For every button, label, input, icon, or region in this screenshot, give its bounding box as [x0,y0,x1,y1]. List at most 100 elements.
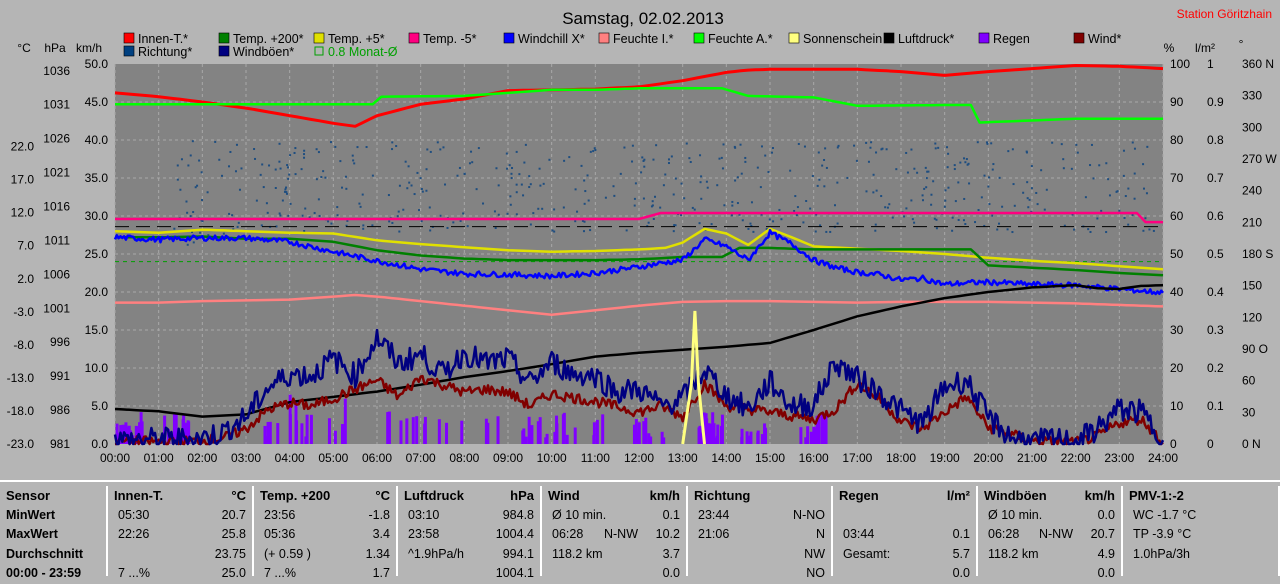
richtung-point [562,206,565,209]
tick-kmh: 20.0 [85,285,109,299]
richtung-point [582,230,585,233]
richtung-point [466,225,469,228]
rain-bar [399,420,403,444]
richtung-point [407,165,410,168]
richtung-point [937,146,940,149]
richtung-point [196,184,199,187]
richtung-point [279,167,282,170]
richtung-point [444,183,447,186]
richtung-point [612,185,615,188]
richtung-point [289,154,292,157]
legend-swatch [788,32,800,44]
richtung-point [772,220,775,223]
richtung-point [362,224,365,227]
richtung-point [869,146,872,149]
richtung-point [322,170,325,173]
richtung-point [515,150,518,153]
richtung-point [699,154,702,157]
richtung-point [391,148,394,151]
legend-swatch [1073,32,1085,44]
series-line [115,293,1164,317]
stats-column-header: Luftdruck hPa [404,488,534,503]
richtung-point [408,181,411,184]
rain-bar [538,417,542,444]
stats-row: 1.0hPa/3h [1133,546,1190,561]
weather-chart: Samstag, 02.02.2013 Station Göritzhain I… [6,7,1278,465]
richtung-point [886,206,889,209]
rain-bar [263,425,267,444]
richtung-point [986,142,989,145]
richtung-point [953,168,956,171]
tick-hpa: 1031 [43,98,70,112]
rain-bar [415,416,419,444]
richtung-point [341,186,344,189]
legend-label: Richtung* [138,45,192,59]
legend-swatch [978,32,990,44]
tick-pct: 60 [1170,209,1184,223]
tick-rain: 0 [1207,437,1214,451]
richtung-point [293,151,296,154]
richtung-point [278,212,281,215]
tick-time: 08:00 [449,451,479,465]
richtung-point [760,213,763,216]
tick-temp: -13.0 [7,371,35,385]
tick-time: 12:00 [624,451,654,465]
richtung-point [265,202,268,205]
series-line [113,228,1164,296]
richtung-point [186,243,189,246]
rain-bar [814,434,818,444]
richtung-point [200,219,203,222]
richtung-point [935,218,938,221]
richtung-point [275,225,278,228]
rain-bar [707,423,711,444]
richtung-point [361,193,364,196]
rain-bar [806,426,810,444]
richtung-point [659,206,662,209]
richtung-point [200,171,203,174]
tick-rain: 0.8 [1207,133,1224,147]
richtung-point [768,218,771,221]
label-min: MinWert [6,507,56,522]
richtung-point [327,220,330,223]
rain-bar [748,435,752,444]
richtung-point [1108,194,1111,197]
richtung-point [734,146,737,149]
rain-bar [187,421,191,444]
tick-time: 15:00 [755,451,785,465]
richtung-point [260,224,263,227]
richtung-point [524,143,527,146]
stats-row: 23:56 -1.8 [264,507,390,522]
richtung-point [528,186,531,189]
richtung-point [416,171,419,174]
richtung-point [317,151,320,154]
tick-pct: 0 [1170,437,1177,451]
richtung-point [222,232,225,235]
rain-bar [304,436,308,444]
tick-rain: 0.1 [1207,399,1224,413]
richtung-point [436,141,439,144]
richtung-point [974,221,977,224]
stats-column-header: Windböen km/h [984,488,1115,503]
station-label: Station Göritzhain [1177,7,1272,21]
richtung-point [817,151,820,154]
richtung-point [1127,187,1130,190]
legend-label: Temp. +5* [328,32,385,46]
legend-swatch [408,32,420,44]
richtung-point [446,226,449,229]
richtung-point [916,171,919,174]
richtung-point [921,194,924,197]
tick-hpa: 1021 [43,166,70,180]
richtung-point [723,204,726,207]
richtung-point [235,143,238,146]
rain-bar [642,421,646,444]
richtung-point [680,182,683,185]
richtung-point [946,146,949,149]
richtung-point [1030,165,1033,168]
richtung-point [672,193,675,196]
richtung-point [688,157,691,160]
richtung-point [236,225,239,228]
tick-hpa: 1016 [43,200,70,214]
richtung-point [509,203,512,206]
legend-label: 0.8 Monat-Ø [328,45,398,59]
rain-bar [295,420,299,444]
